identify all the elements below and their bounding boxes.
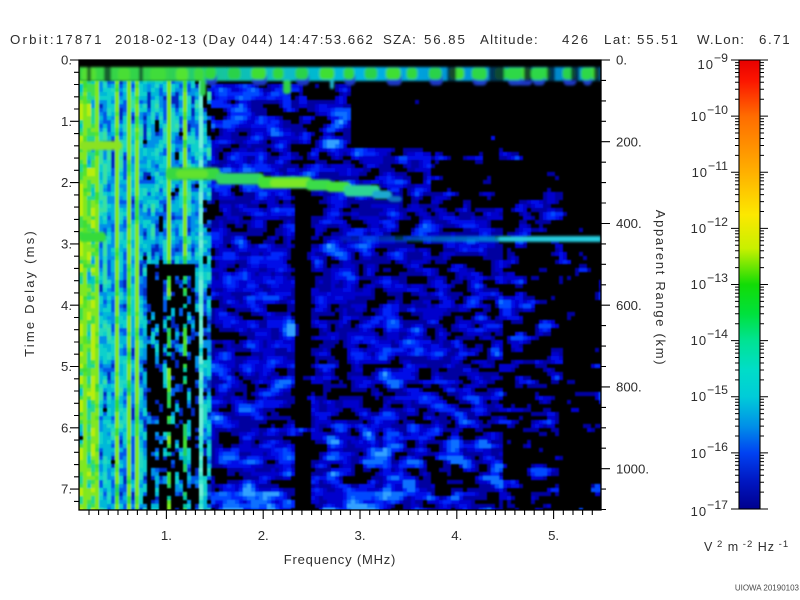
svg-text:6.: 6.	[61, 420, 72, 435]
svg-text:3.: 3.	[355, 528, 366, 543]
svg-text:5.: 5.	[61, 359, 72, 374]
svg-text:2.: 2.	[61, 175, 72, 190]
svg-text:7.: 7.	[61, 482, 72, 497]
svg-text:6.71: 6.71	[759, 32, 791, 47]
svg-text:4.: 4.	[451, 528, 462, 543]
svg-text:3.: 3.	[61, 237, 72, 252]
svg-text:2.: 2.	[258, 528, 269, 543]
svg-text:1000.: 1000.	[616, 461, 649, 476]
svg-text:4.: 4.	[61, 298, 72, 313]
svg-text:200.: 200.	[616, 134, 642, 149]
svg-text:56.85: 56.85	[424, 32, 467, 47]
svg-text:400.: 400.	[616, 216, 642, 231]
svg-text:Orbit:17871: Orbit:17871	[10, 32, 104, 47]
svg-text:Frequency (MHz): Frequency (MHz)	[284, 552, 396, 567]
svg-text:0.: 0.	[61, 53, 72, 68]
svg-text:800.: 800.	[616, 380, 642, 395]
svg-text:UIOWA 20190103: UIOWA 20190103	[735, 584, 800, 593]
svg-text:426: 426	[562, 32, 590, 47]
svg-text:1.: 1.	[61, 114, 72, 129]
svg-text:55.51: 55.51	[637, 32, 680, 47]
svg-text:SZA:: SZA:	[383, 32, 417, 47]
svg-text:Lat:: Lat:	[604, 32, 632, 47]
svg-text:Time Delay (ms): Time Delay (ms)	[22, 229, 37, 357]
svg-text:5.: 5.	[548, 528, 559, 543]
svg-text:V 2 m -2 Hz -1: V 2 m -2 Hz -1	[704, 539, 789, 554]
svg-text:Apparent Range (km): Apparent Range (km)	[653, 210, 668, 367]
svg-text:Altitude:: Altitude:	[480, 32, 539, 47]
svg-text:1.: 1.	[161, 528, 172, 543]
svg-text:2018-02-13 (Day 044) 14:47:53.: 2018-02-13 (Day 044) 14:47:53.662	[115, 32, 374, 47]
svg-text:W.Lon:: W.Lon:	[697, 32, 745, 47]
svg-text:0.: 0.	[616, 53, 627, 68]
svg-text:600.: 600.	[616, 298, 642, 313]
